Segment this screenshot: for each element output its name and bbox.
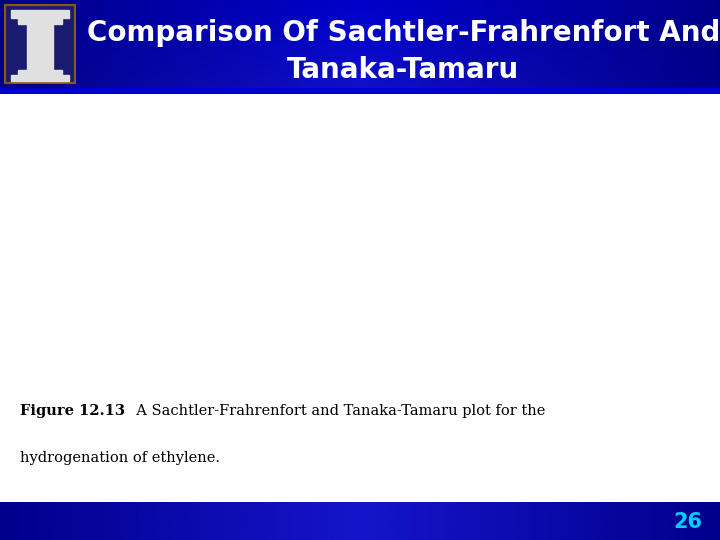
Bar — [12, 75, 69, 81]
Text: 26: 26 — [673, 512, 702, 532]
Bar — [12, 10, 69, 18]
Text: A Sachtler-Frahrenfort and Tanaka-Tamaru plot for the: A Sachtler-Frahrenfort and Tanaka-Tamaru… — [127, 404, 545, 418]
Text: Tanaka-Tamaru: Tanaka-Tamaru — [287, 56, 519, 84]
Circle shape — [37, 19, 43, 25]
Bar — [27, 24, 53, 70]
Bar — [19, 70, 62, 76]
Bar — [19, 18, 62, 24]
Text: Comparison Of Sachtler-Frahrenfort And: Comparison Of Sachtler-Frahrenfort And — [86, 19, 720, 48]
Text: Figure 12.13: Figure 12.13 — [20, 404, 125, 418]
Text: hydrogenation of ethylene.: hydrogenation of ethylene. — [20, 451, 220, 465]
